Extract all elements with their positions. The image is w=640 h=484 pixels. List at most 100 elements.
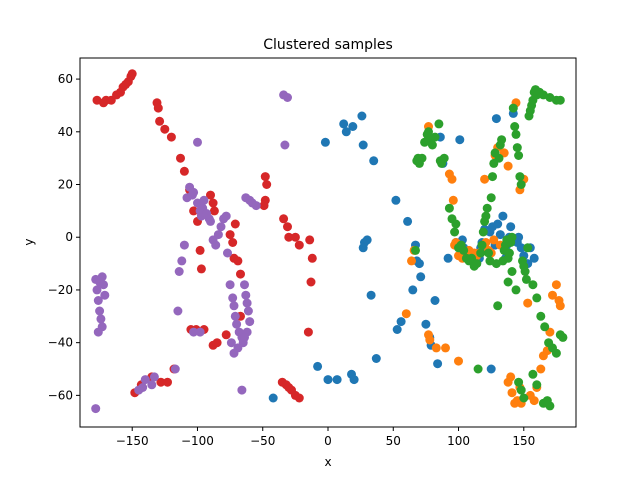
scatter-point	[451, 219, 461, 229]
scatter-point	[411, 245, 420, 255]
scatter-point	[127, 69, 137, 79]
scatter-point	[339, 119, 349, 129]
scatter-point	[448, 195, 458, 205]
scatter-point	[305, 235, 315, 245]
scatter-point	[473, 364, 483, 374]
scatter-point	[294, 240, 304, 250]
scatter-point	[430, 296, 440, 305]
scatter-point	[516, 180, 526, 189]
scatter-point	[523, 298, 533, 308]
scatter-point	[303, 327, 313, 337]
scatter-point	[206, 190, 215, 200]
x-tick-label: −150	[116, 434, 149, 448]
points-layer	[91, 69, 568, 414]
scatter-point	[536, 364, 546, 374]
scatter-point	[515, 172, 525, 182]
scatter-point	[96, 314, 106, 324]
scatter-point	[306, 277, 316, 287]
scatter-point	[243, 306, 253, 316]
scatter-point	[176, 153, 185, 163]
y-tick-label: 40	[58, 125, 73, 139]
scatter-point	[507, 388, 517, 398]
scatter-point	[439, 153, 449, 163]
scatter-point	[230, 311, 240, 321]
x-tick-label: 0	[324, 434, 332, 448]
y-tick-label: −60	[48, 388, 73, 402]
scatter-point	[493, 301, 503, 311]
scatter-point	[431, 343, 441, 353]
scatter-point	[508, 103, 518, 113]
scatter-point	[408, 285, 418, 295]
y-tick-label: 60	[58, 72, 73, 86]
scatter-point	[209, 206, 219, 216]
scatter-point	[516, 243, 526, 253]
scatter-point	[476, 248, 486, 258]
scatter-point	[92, 285, 102, 295]
scatter-point	[241, 290, 251, 300]
scatter-point	[507, 232, 517, 242]
scatter-point	[491, 114, 501, 124]
scatter-point	[357, 111, 367, 121]
scatter-point	[489, 235, 499, 245]
scatter-point	[196, 264, 206, 274]
scatter-point	[140, 375, 150, 385]
scatter-point	[401, 309, 411, 319]
scatter-point	[156, 377, 166, 387]
scatter-point	[259, 201, 269, 211]
scatter-point	[189, 327, 199, 337]
scatter-point	[307, 253, 317, 263]
scatter-point	[417, 153, 427, 163]
scatter-point	[488, 172, 497, 182]
scatter-point	[497, 135, 507, 145]
scatter-point	[240, 280, 249, 290]
scatter-point	[454, 356, 463, 366]
scatter-point	[174, 267, 184, 276]
scatter-point	[493, 219, 503, 229]
scatter-point	[348, 122, 358, 131]
scatter-point	[193, 137, 202, 147]
scatter-point	[268, 393, 278, 403]
scatter-point	[512, 143, 522, 153]
scatter-point	[536, 311, 546, 321]
scatter-point	[421, 319, 431, 329]
scatter-point	[503, 377, 513, 387]
x-tick-label: 150	[512, 434, 535, 448]
scatter-point	[511, 129, 521, 139]
scatter-point	[320, 137, 330, 147]
scatter-point	[173, 306, 183, 316]
scatter-point	[95, 306, 105, 316]
scatter-point	[551, 348, 561, 358]
chart-title: Clustered samples	[263, 37, 393, 53]
x-tick-label: 100	[447, 434, 470, 448]
scatter-point	[260, 172, 270, 182]
scatter-point	[528, 369, 538, 379]
y-tick-label: 20	[58, 178, 73, 192]
scatter-point	[391, 195, 401, 205]
scatter-point	[434, 119, 444, 129]
scatter-point	[216, 222, 226, 232]
scatter-point	[284, 232, 294, 242]
y-tick-label: −20	[48, 283, 73, 297]
scatter-point	[230, 219, 240, 229]
scatter-point	[427, 140, 437, 150]
scatter-point	[262, 180, 272, 189]
scatter-point	[179, 166, 189, 176]
scatter-point	[93, 296, 103, 305]
scatter-point	[433, 359, 443, 369]
scatter-point	[189, 187, 199, 197]
scatter-point	[529, 396, 539, 406]
scatter-point	[91, 404, 101, 414]
scatter-point	[510, 122, 520, 131]
scatter-point	[213, 230, 223, 240]
scatter-point	[477, 240, 487, 250]
scatter-point	[478, 227, 488, 237]
scatter-point	[160, 124, 170, 134]
scatter-point	[279, 214, 289, 224]
x-tick-label: −100	[181, 434, 214, 448]
scatter-point	[504, 248, 514, 258]
scatter-point	[443, 253, 453, 263]
scatter-point	[555, 301, 565, 311]
scatter-point	[511, 285, 521, 295]
